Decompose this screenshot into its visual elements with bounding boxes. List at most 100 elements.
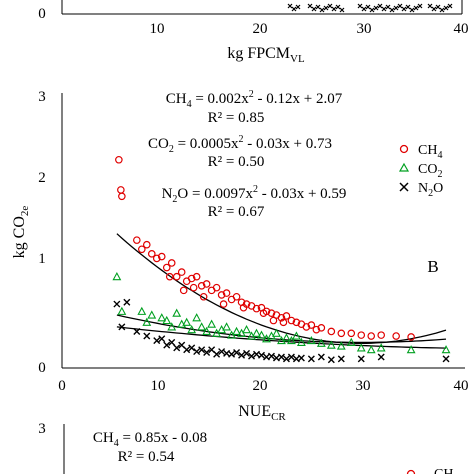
point-ch4-44 [357, 331, 366, 339]
y-tick-label-2: 2 [38, 170, 46, 186]
bottom-equation: CH4 = 0.85x - 0.08 [93, 430, 207, 449]
point-ch4-17 [202, 280, 211, 288]
point-ch4-34 [287, 316, 296, 325]
point-ch4-8 [157, 252, 166, 261]
top-mark-13 [361, 6, 367, 12]
point-n2o-41 [442, 355, 450, 363]
y-tick-label-0: 0 [38, 360, 46, 376]
point-ch4-27 [252, 304, 261, 313]
point-ch4-40 [317, 324, 326, 332]
legend-label-co2: CO2 [418, 162, 442, 180]
point-co2-28 [272, 328, 281, 337]
point-ch4-10 [167, 259, 176, 267]
point-n2o-23 [243, 349, 251, 357]
top-mark-11 [339, 7, 345, 13]
point-ch4-37 [302, 323, 311, 331]
top-mark-15 [369, 7, 375, 13]
point-ch4-32 [277, 313, 286, 322]
top-mark-33 [447, 3, 453, 9]
point-co2-40 [366, 345, 376, 354]
point-co2-22 [242, 324, 251, 334]
top-mark-12 [357, 3, 363, 9]
point-co2-32 [291, 331, 301, 340]
point-n2o-40 [377, 353, 385, 361]
point-co2-4 [147, 310, 157, 319]
point-co2-0 [112, 272, 122, 281]
point-n2o-6 [158, 335, 166, 343]
point-ch4-15 [192, 272, 201, 281]
point-n2o-32 [287, 353, 295, 361]
top-mark-14 [365, 4, 371, 10]
data-points [112, 155, 451, 364]
point-n2o-22 [238, 351, 246, 359]
point-ch4-0 [115, 155, 123, 164]
point-n2o-35 [307, 355, 315, 363]
y-tick-label-1: 1 [38, 251, 46, 267]
point-n2o-15 [203, 348, 211, 356]
point-ch4-7 [152, 254, 161, 263]
top-mark-4 [311, 6, 317, 12]
point-co2-11 [187, 324, 197, 334]
point-n2o-24 [248, 352, 256, 360]
point-n2o-18 [218, 348, 226, 356]
legend-label-n2o: N2O [418, 181, 443, 199]
point-co2-10 [182, 317, 192, 326]
top-mark-17 [377, 3, 383, 9]
x-tick-label-10: 10 [151, 378, 166, 394]
point-co2-7 [167, 322, 177, 331]
point-co2-24 [252, 328, 261, 337]
point-ch4-52 [239, 303, 248, 312]
point-co2-42 [406, 345, 416, 354]
point-ch4-21 [222, 289, 231, 297]
top-mark-3 [307, 3, 313, 9]
point-n2o-11 [183, 346, 191, 354]
point-n2o-7 [163, 341, 171, 349]
co2-equation: CO2 = 0.0005x2 - 0.03x + 0.73 [148, 134, 332, 155]
point-co2-35 [316, 338, 326, 347]
point-n2o-13 [193, 348, 201, 356]
point-ch4-38 [307, 321, 316, 329]
ch4-equation: CH4 = 0.002x2 - 0.12x + 2.07 [166, 89, 343, 110]
point-n2o-4 [143, 332, 151, 340]
point-n2o-12 [188, 344, 196, 352]
top-mark-24 [405, 4, 411, 10]
point-ch4-42 [337, 329, 346, 338]
x-tick-label-0: 0 [58, 378, 66, 394]
point-n2o-14 [198, 346, 206, 354]
bottom-r2: R² = 0.54 [118, 449, 175, 465]
point-n2o-9 [173, 344, 181, 352]
legend: CH4 CO2 N2O [398, 143, 443, 199]
point-n2o-26 [258, 351, 265, 359]
point-ch4-47 [392, 332, 400, 340]
point-n2o-17 [213, 350, 221, 358]
point-n2o-30 [277, 353, 285, 361]
point-n2o-21 [233, 348, 241, 356]
point-ch4-48 [407, 333, 415, 341]
point-co2-8 [172, 308, 182, 317]
point-ch4-5 [142, 240, 151, 249]
top-mark-16 [373, 5, 379, 11]
trendline-ch4 [116, 233, 447, 344]
top-mark-1 [291, 6, 297, 12]
x-tick-label-30: 30 [356, 378, 371, 394]
ch4-r2: R² = 0.85 [208, 110, 265, 126]
point-ch4-51 [219, 300, 228, 308]
point-ch4-9 [162, 263, 171, 272]
point-n2o-37 [327, 356, 335, 364]
point-ch4-56 [165, 272, 174, 281]
panel-label-b: B [427, 257, 438, 276]
top-mark-31 [439, 7, 445, 13]
n2o-equation: N2O = 0.0097x2 - 0.03x + 0.59 [162, 184, 347, 205]
point-n2o-0 [113, 300, 121, 308]
point-n2o-36 [317, 353, 325, 361]
x-tick-label-40: 40 [454, 378, 469, 394]
point-co2-20 [232, 326, 241, 336]
bottom-legend-label: CH [434, 467, 453, 474]
top-mark-5 [315, 4, 321, 10]
point-co2-31 [287, 335, 296, 345]
co2-r2: R² = 0.50 [208, 154, 265, 170]
point-n2o-38 [337, 355, 345, 363]
point-ch4-50 [199, 292, 208, 301]
point-ch4-35 [292, 318, 301, 327]
